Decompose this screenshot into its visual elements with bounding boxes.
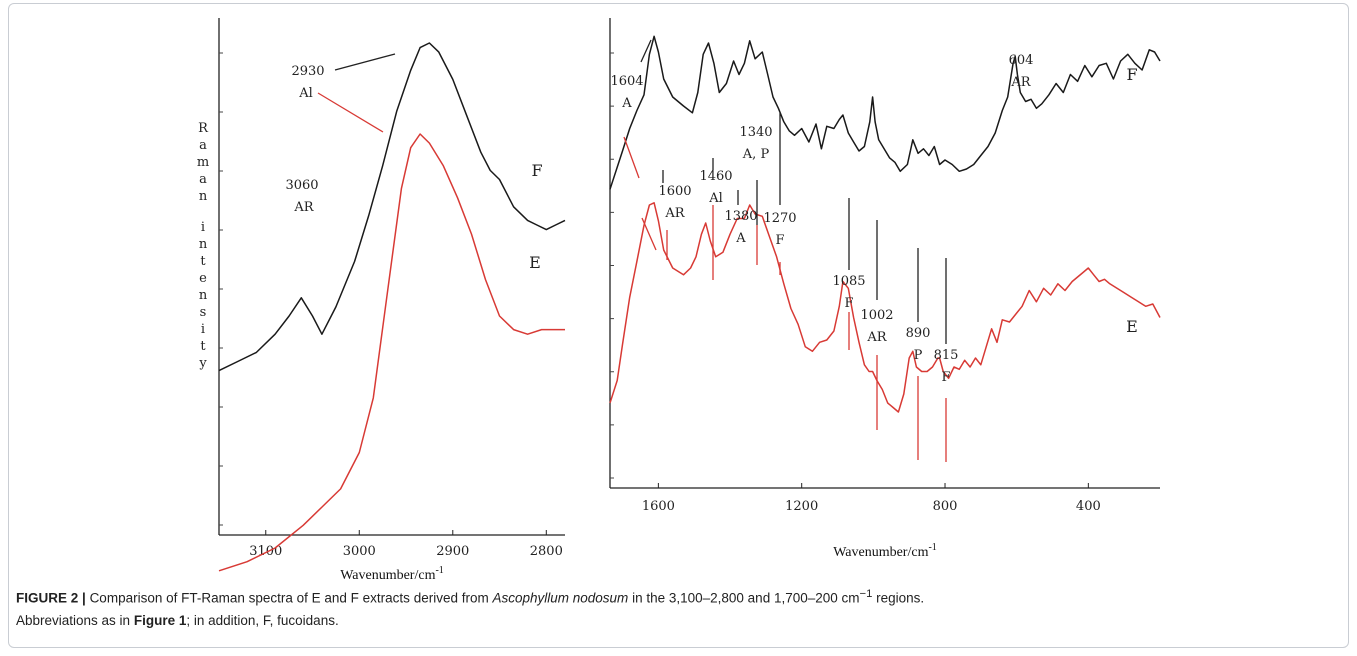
annotation-peak-label: 815 <box>934 348 959 363</box>
x-tick-label: 1200 <box>785 499 818 514</box>
spectrum-line-f-panel-2 <box>609 35 1161 190</box>
spectrum-line-e-panel-2 <box>609 202 1161 413</box>
annotation-peak-label: 2930 <box>291 64 324 79</box>
x-axis-label: Wavenumber/cm-1 <box>340 565 444 583</box>
series-label-e: E <box>1126 317 1138 336</box>
caption-text-3: regions. <box>876 590 925 606</box>
y-axis-label-letter: a <box>199 138 207 153</box>
annotation-peak-assignment: F <box>941 370 950 385</box>
y-axis-label-letter: s <box>200 305 207 320</box>
annotation-peak-assignment: AR <box>866 330 887 345</box>
annotation-leader-line-e <box>317 92 384 133</box>
figure-caption: FIGURE 2 | Comparison of FT-Raman spectr… <box>16 583 1336 632</box>
caption-superscript: −1 <box>859 588 873 600</box>
y-axis-label-letter: t <box>200 339 206 354</box>
x-tick-label: 1600 <box>642 499 675 514</box>
annotation-peak-assignment: AR <box>1010 75 1031 90</box>
annotation-peak-label: 1604 <box>610 74 643 89</box>
annotation-peak-label: 1085 <box>832 274 865 289</box>
x-axis-label: Wavenumber/cm-1 <box>833 542 937 560</box>
x-tick-label: 2900 <box>436 544 469 559</box>
annotation-peak-assignment: A <box>621 96 632 111</box>
y-axis-label-letter: R <box>198 121 209 136</box>
annotation-peak-assignment: AR <box>293 200 314 215</box>
spectrum-line-f-panel-1 <box>218 42 566 372</box>
annotation-leader-line <box>623 136 640 179</box>
annotation-peak-assignment: A <box>735 231 746 246</box>
y-axis-label-letter: y <box>198 356 207 371</box>
series-label-f: F <box>1126 65 1137 84</box>
annotation-peak-label: 1270 <box>763 211 796 226</box>
x-tick-label: 2800 <box>530 544 563 559</box>
x-tick-label: 800 <box>933 499 958 514</box>
annotation-peak-label: 1460 <box>699 169 732 184</box>
caption-label: FIGURE 2 | <box>16 590 86 606</box>
annotation-peak-label: 3060 <box>285 178 318 193</box>
caption-line-2: Abbreviations as in Figure 1; in additio… <box>16 610 1336 632</box>
y-axis-label-letter: m <box>197 155 209 170</box>
annotation-peak-label: 1380 <box>724 209 757 224</box>
annotation-leader-line-f <box>334 53 396 71</box>
series-label-e: E <box>529 253 541 272</box>
series-label-f: F <box>531 161 542 180</box>
annotation-peak-assignment: AR <box>664 206 685 221</box>
y-axis-label-letter: t <box>200 254 206 269</box>
caption-line2-b: ; in addition, F, fucoidans. <box>186 612 339 628</box>
y-axis-label-letter: i <box>201 220 205 235</box>
y-axis-label-letter: i <box>201 322 205 337</box>
annotation-peak-assignment: P <box>914 348 923 363</box>
annotation-peak-assignment: Al <box>708 191 723 206</box>
figure-frame <box>8 3 1349 648</box>
x-tick-label: 400 <box>1076 499 1101 514</box>
y-axis-label-letter: n <box>199 288 208 303</box>
annotation-peak-label: 1002 <box>860 308 893 323</box>
caption-line-1: FIGURE 2 | Comparison of FT-Raman spectr… <box>16 583 1336 610</box>
y-axis-label-letter: n <box>199 189 208 204</box>
annotation-peak-label: 604 <box>1009 53 1034 68</box>
annotation-peak-assignment: F <box>844 296 853 311</box>
annotation-peak-label: 1600 <box>658 184 691 199</box>
y-axis-label-letter: n <box>199 237 208 252</box>
y-axis-label-letter: a <box>199 172 207 187</box>
caption-figure-ref: Figure 1 <box>133 612 187 628</box>
x-tick-label: 3000 <box>343 544 376 559</box>
caption-text-2: in the 3,100–2,800 and 1,700–200 cm <box>632 590 860 606</box>
caption-text-1: Comparison of FT-Raman spectra of E and … <box>89 590 489 606</box>
caption-species: Ascophyllum nodosum <box>492 590 629 606</box>
spectrum-line-e-panel-1 <box>218 133 565 572</box>
annotation-peak-assignment: Al <box>298 86 313 101</box>
annotation-leader-line <box>641 217 657 251</box>
y-axis-label-letter: e <box>199 271 207 286</box>
annotation-peak-assignment: F <box>775 233 784 248</box>
annotation-peak-assignment: A, P <box>742 147 770 162</box>
annotation-peak-label: 890 <box>906 326 931 341</box>
caption-line2-a: Abbreviations as in <box>16 612 131 628</box>
annotation-leader-line <box>640 39 652 63</box>
annotation-peak-label: 1340 <box>739 125 772 140</box>
